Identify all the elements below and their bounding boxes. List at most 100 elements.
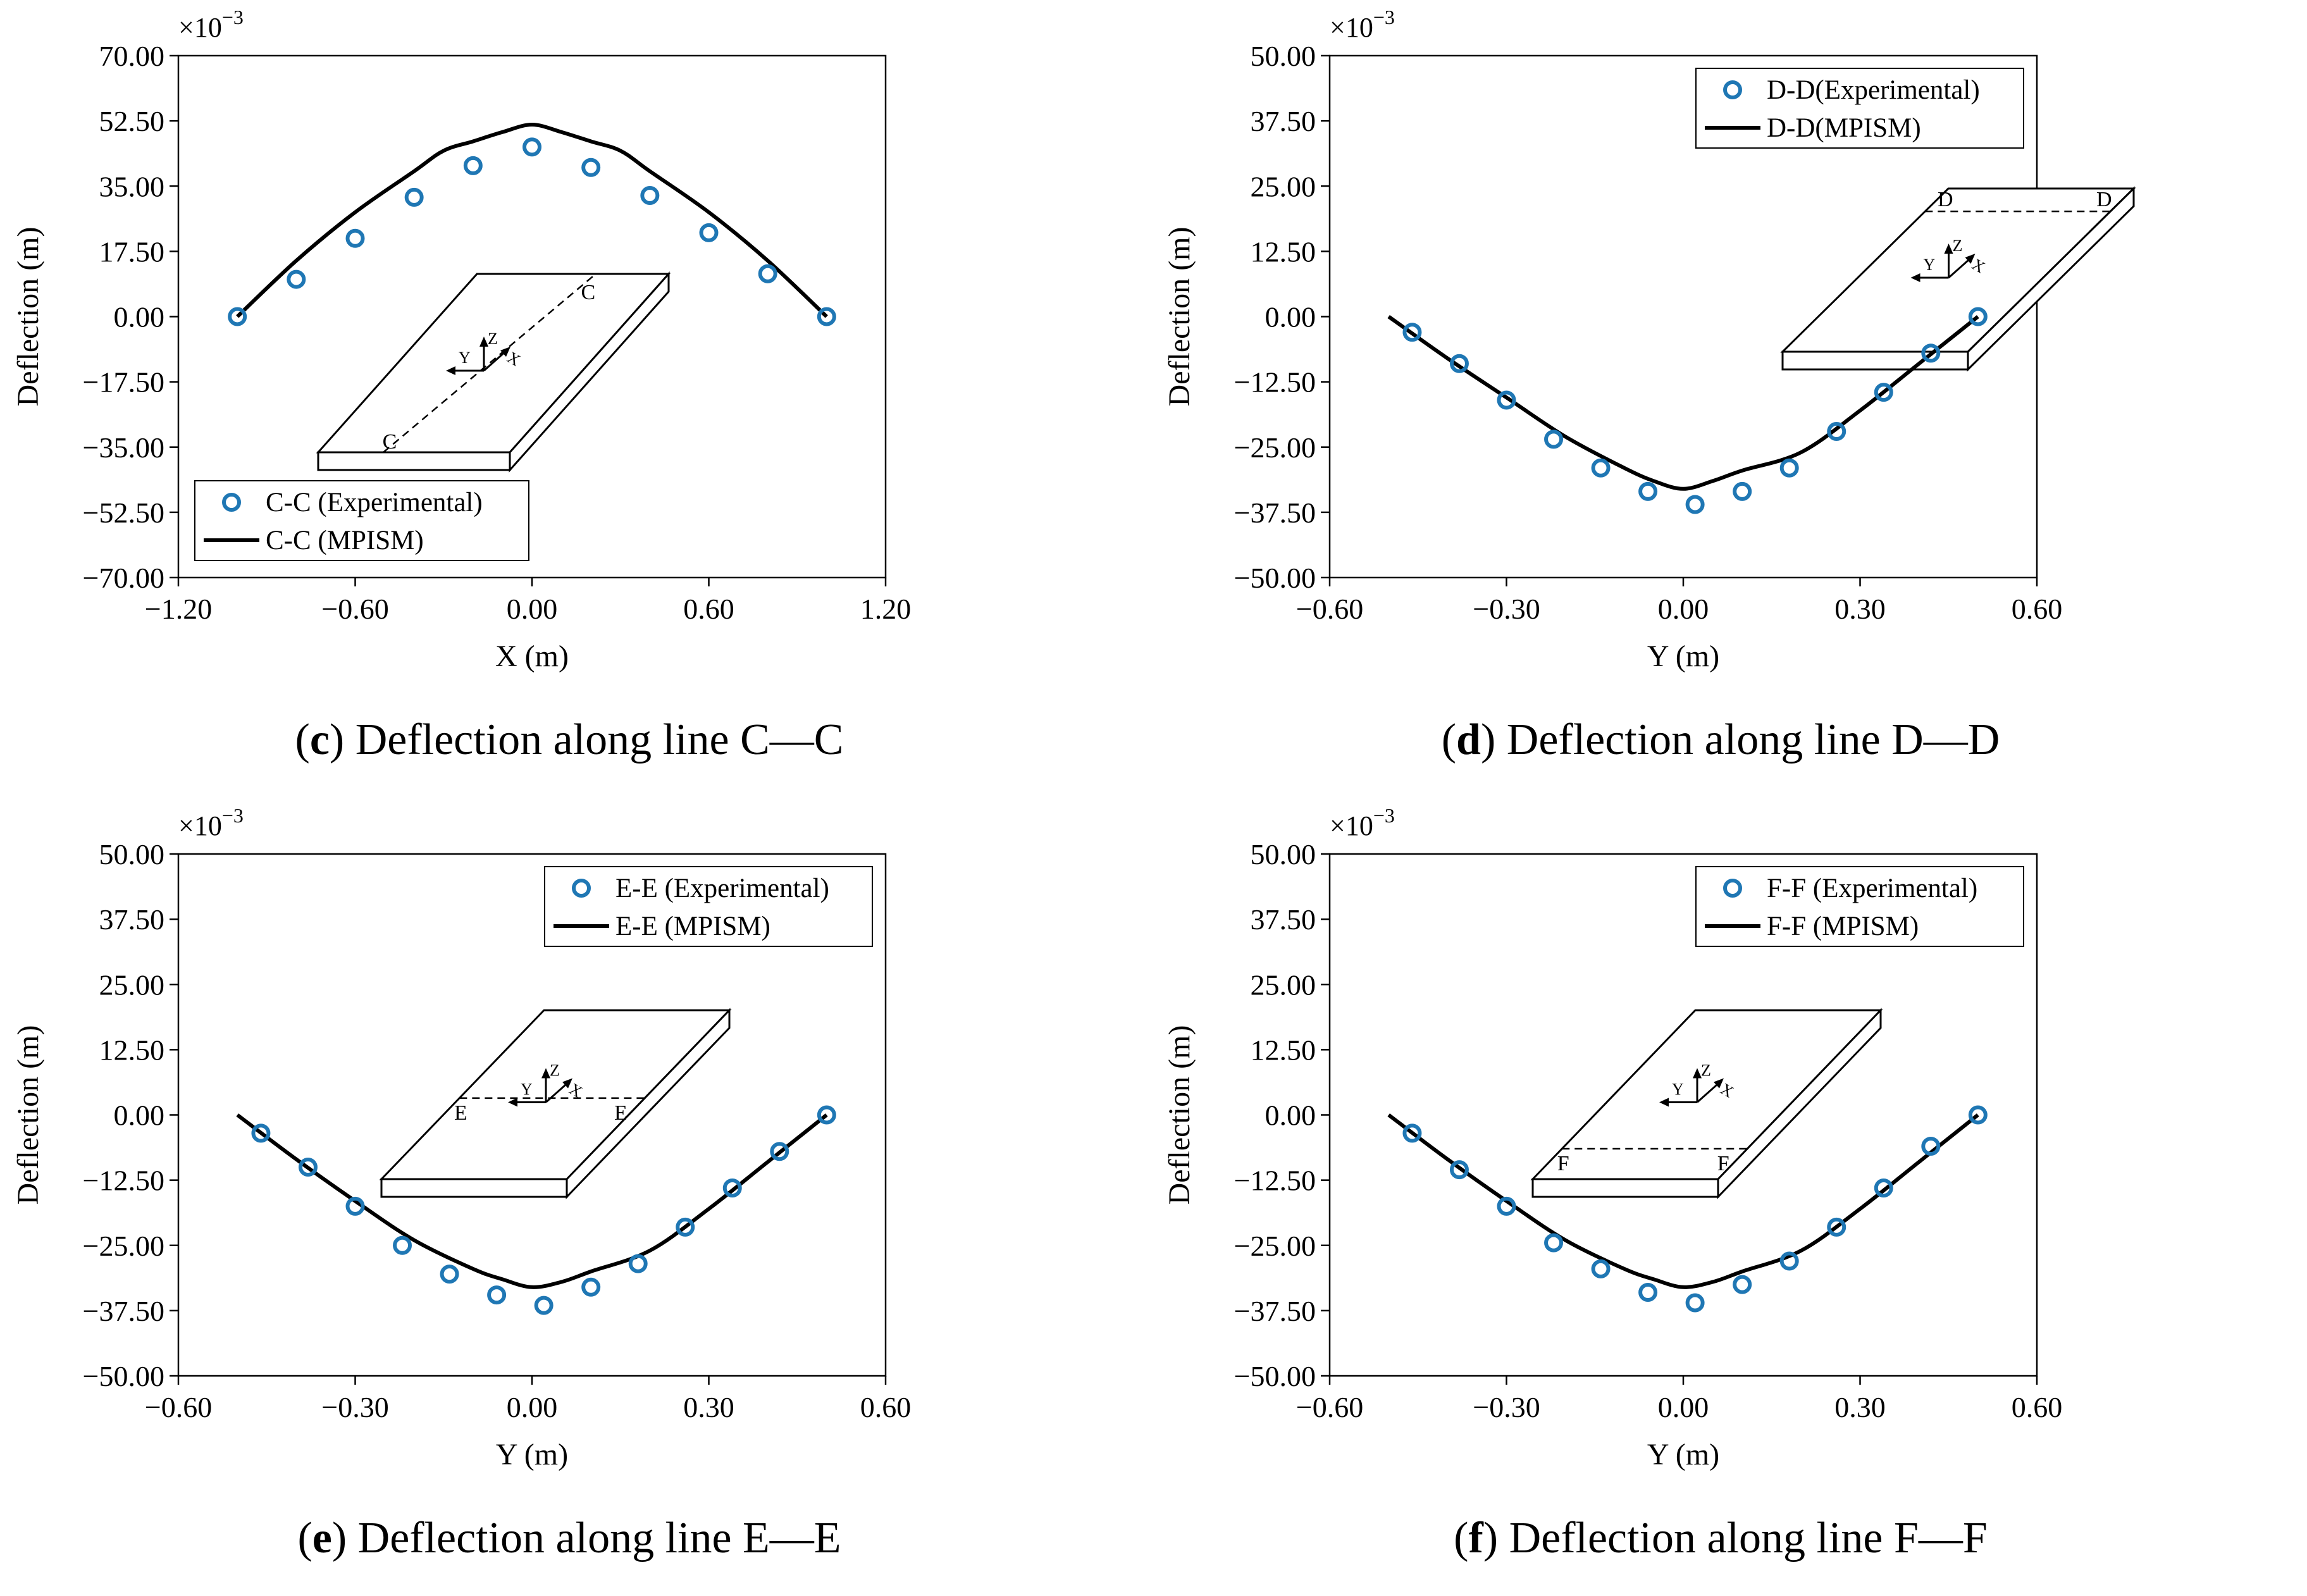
legend-label-experimental: E-E (Experimental): [615, 874, 829, 903]
experimental-point: [1921, 343, 1941, 363]
legend-box: [1695, 68, 2024, 149]
z-axis-arrowhead: [1944, 244, 1953, 254]
experimental-point: [345, 1196, 365, 1216]
experimental-point: [722, 1178, 742, 1197]
axis-scale-base: ×10: [178, 12, 222, 43]
legend-label-model: E-E (MPISM): [615, 912, 770, 941]
plate-side-face: [509, 271, 670, 473]
legend-box: [544, 866, 873, 947]
axis-scale-label: ×10−3: [1330, 6, 1395, 43]
experimental-point: [1544, 430, 1564, 449]
experimental-point: [1591, 1259, 1611, 1278]
x-tick-label: −0.30: [321, 1391, 388, 1423]
experimental-point: [1544, 1233, 1564, 1253]
y-tick-label: 17.50: [99, 235, 165, 268]
experimental-point: [1638, 481, 1658, 501]
plate-side-face: [1967, 186, 2135, 372]
y-tick-label: 0.00: [114, 301, 165, 333]
plate-front-face: [317, 451, 511, 471]
experimental-point: [1449, 1160, 1469, 1180]
plate-front-face: [380, 1178, 568, 1198]
experimental-point: [523, 137, 541, 157]
experimental-point: [581, 1277, 601, 1297]
experimental-point: [1591, 458, 1611, 478]
experimental-point: [393, 1235, 412, 1255]
x-tick-label: −0.60: [1296, 1391, 1363, 1423]
experimental-point: [1685, 495, 1705, 514]
caption-letter: d: [1456, 715, 1481, 764]
y-tick-label: 12.50: [1251, 1034, 1316, 1066]
axis-scale-exponent: −3: [222, 804, 244, 827]
y-tick-label: −12.50: [83, 1165, 164, 1197]
x-tick-label: −0.30: [1473, 1391, 1540, 1423]
axis-scale-label: ×10−3: [178, 804, 244, 841]
plate-front-face: [1531, 1178, 1719, 1198]
experimental-point: [487, 1285, 507, 1305]
caption-letter: c: [309, 715, 330, 764]
experimental-point: [1497, 1196, 1516, 1216]
y-tick-label: 0.00: [1265, 1099, 1316, 1132]
axis-scale-exponent: −3: [1373, 804, 1395, 827]
experimental-point: [404, 187, 424, 207]
caption-letter: f: [1468, 1514, 1483, 1562]
experimental-point: [463, 156, 483, 175]
experimental-point: [1779, 1251, 1799, 1271]
x-tick-label: 0.00: [1658, 593, 1709, 625]
plate-inset: F F YZX: [1530, 1008, 1883, 1199]
y-axis-arrowhead: [1910, 273, 1920, 282]
axis-scale-base: ×10: [1330, 810, 1373, 841]
y-tick-label: −12.50: [1234, 366, 1316, 399]
y-tick-label: 25.00: [1251, 170, 1316, 202]
experimental-point: [440, 1265, 459, 1284]
axis-scale-exponent: −3: [222, 6, 244, 28]
legend-label-model: D-D(MPISM): [1767, 113, 1921, 143]
x-axis-arrow-line: [483, 349, 507, 372]
y-tick-label: 37.50: [99, 903, 165, 936]
legend: E-E (Experimental) E-E (MPISM): [544, 866, 873, 947]
chart-panel-d: −0.60 −0.30 0.00 0.30 0.60 −50.00 −37.50 −25.00…: [1151, 0, 2290, 797]
deflection-chart-f: −0.60 −0.30 0.00 0.30 0.60 −50.00 −37.50 −25.00…: [1163, 804, 2063, 1471]
experimental-point: [1968, 307, 1988, 326]
legend-label-model: F-F (MPISM): [1767, 912, 1919, 941]
axis-scale-base: ×10: [1330, 12, 1373, 43]
x-axis-label: Y (m): [496, 1438, 568, 1471]
x-tick-label: 0.60: [2012, 1391, 2063, 1423]
y-tick-label: 12.50: [99, 1034, 165, 1066]
y-tick-label: −25.00: [1234, 1230, 1316, 1262]
experimental-point: [1638, 1283, 1658, 1302]
x-axis-label: Y (m): [1647, 640, 1719, 673]
caption-e: (e) Deflection along line E—E: [297, 1514, 841, 1562]
y-tick-label: −50.00: [1234, 1360, 1316, 1392]
caption-letter: e: [312, 1514, 332, 1562]
axes-triad-icon: YZX: [1659, 1061, 1737, 1107]
caption-d: (d) Deflection along line D—D: [1441, 715, 2000, 764]
caption-text: Deflection along line C—C: [344, 715, 844, 764]
section-label-start: F: [1557, 1152, 1569, 1175]
x-axis-arrowhead: [500, 347, 510, 357]
x-axis-arrowhead: [562, 1078, 572, 1089]
legend-label-experimental: F-F (Experimental): [1767, 874, 1977, 903]
experimental-point: [817, 1105, 836, 1125]
x-tick-label: 0.60: [683, 593, 734, 625]
model-curve-line: [236, 1113, 828, 1289]
caption-text: Deflection along line D—D: [1495, 715, 2000, 764]
axis-scale-label: ×10−3: [178, 6, 244, 43]
axis-scale-base: ×10: [178, 810, 222, 841]
caption-text: Deflection along line F—F: [1498, 1514, 1988, 1562]
legend-label-experimental: C-C (Experimental): [266, 488, 483, 517]
experimental-point: [228, 307, 247, 326]
legend: D-D(Experimental) D-D(MPISM): [1695, 68, 2024, 149]
x-tick-label: −1.20: [145, 593, 212, 625]
legend-marker-experimental: [1723, 879, 1742, 898]
x-tick-label: 1.20: [860, 593, 912, 625]
z-axis-arrowhead: [1693, 1068, 1702, 1079]
z-axis-letter: Z: [1701, 1061, 1711, 1080]
y-tick-label: 50.00: [1251, 838, 1316, 870]
section-label-end: F: [1717, 1152, 1729, 1175]
y-axis-label: Deflection (m): [11, 227, 45, 407]
x-tick-label: −0.60: [145, 1391, 212, 1423]
y-axis-label: Deflection (m): [1163, 1025, 1196, 1205]
y-tick-label: 50.00: [99, 838, 165, 870]
